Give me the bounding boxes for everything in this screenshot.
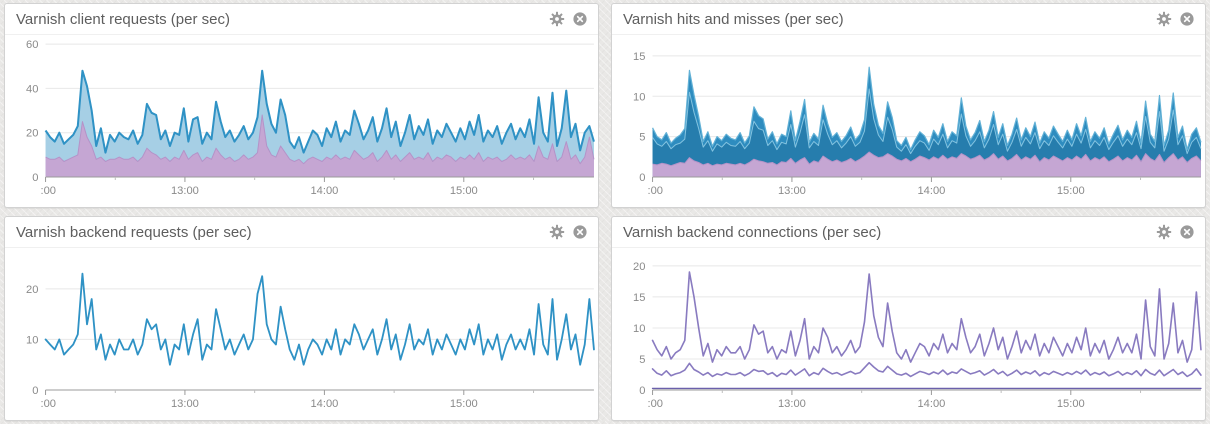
chart-svg: :00 13:00 14:00 15:00 0 10 20 xyxy=(26,272,595,410)
x-tick-label: 14:00 xyxy=(917,398,945,410)
panel-varnish-backend-connections: Varnish backend connections (per sec) :0… xyxy=(611,216,1206,421)
x-tick-label: 14:00 xyxy=(310,398,338,410)
y-tick-label: 40 xyxy=(26,83,38,95)
y-tick-label: 20 xyxy=(26,284,38,296)
panel-title: Varnish hits and misses (per sec) xyxy=(623,10,844,28)
panel-close-button[interactable] xyxy=(572,224,588,240)
x-tick-label: 15:00 xyxy=(450,398,478,410)
series-edge xyxy=(44,69,595,154)
y-tick-label: 0 xyxy=(639,172,645,184)
x-tick-label: :00 xyxy=(647,185,662,197)
y-tick-label: 15 xyxy=(633,51,645,63)
panel-settings-button[interactable] xyxy=(549,224,565,240)
panel-varnish-hits-and-misses: Varnish hits and misses (per sec) :00 13:… xyxy=(611,3,1206,208)
y-tick-label: 5 xyxy=(639,354,645,366)
chart-svg: :00 13:00 14:00 15:00 0 20 40 60 xyxy=(26,39,595,197)
chart-varnish-hits-and-misses[interactable]: :00 13:00 14:00 15:00 0 5 10 15 xyxy=(612,35,1205,207)
chart-varnish-client-requests[interactable]: :00 13:00 14:00 15:00 0 20 40 60 xyxy=(5,35,598,207)
chart-varnish-backend-requests[interactable]: :00 13:00 14:00 15:00 0 10 20 xyxy=(5,248,598,420)
panel-close-button[interactable] xyxy=(1179,11,1195,27)
x-tick-label: 15:00 xyxy=(1057,185,1085,197)
panel-header: Varnish hits and misses (per sec) xyxy=(612,4,1205,35)
chart-svg: :00 13:00 14:00 15:00 0 5 10 15 20 xyxy=(633,261,1202,410)
series-edge xyxy=(652,88,1202,155)
panel-varnish-client-requests: Varnish client requests (per sec) :00 13:… xyxy=(4,3,599,208)
series-line xyxy=(44,272,595,366)
panel-settings-button[interactable] xyxy=(1156,11,1172,27)
y-tick-label: 0 xyxy=(639,385,645,397)
x-tick-label: :00 xyxy=(40,185,55,197)
close-circle-icon xyxy=(1180,225,1194,239)
gear-icon xyxy=(549,224,565,240)
panel-settings-button[interactable] xyxy=(1156,224,1172,240)
gear-icon xyxy=(1156,11,1172,27)
series-line xyxy=(651,271,1202,363)
x-tick-label: 13:00 xyxy=(171,398,199,410)
y-tick-label: 60 xyxy=(26,39,38,51)
x-tick-label: 13:00 xyxy=(171,185,199,197)
series-edge xyxy=(45,114,595,165)
gear-icon xyxy=(1156,224,1172,240)
series-area xyxy=(45,115,594,177)
panel-header: Varnish backend connections (per sec) xyxy=(612,217,1205,248)
x-tick-label: :00 xyxy=(40,398,55,410)
panel-header: Varnish backend requests (per sec) xyxy=(5,217,598,248)
y-tick-label: 5 xyxy=(639,132,645,144)
x-tick-label: 15:00 xyxy=(1057,398,1085,410)
x-tick-label: 13:00 xyxy=(778,185,806,197)
panel-header: Varnish client requests (per sec) xyxy=(5,4,598,35)
y-tick-label: 10 xyxy=(633,323,645,335)
x-tick-label: 13:00 xyxy=(778,398,806,410)
series-edge xyxy=(652,151,1202,167)
panel-varnish-backend-requests: Varnish backend requests (per sec) :00 13… xyxy=(4,216,599,421)
x-tick-label: 15:00 xyxy=(450,185,478,197)
close-circle-icon xyxy=(573,225,587,239)
close-circle-icon xyxy=(1180,12,1194,26)
x-tick-label: :00 xyxy=(647,398,662,410)
series-area xyxy=(45,70,594,177)
series-area xyxy=(652,152,1201,177)
y-tick-label: 0 xyxy=(32,172,38,184)
chart-svg: :00 13:00 14:00 15:00 0 5 10 15 xyxy=(633,51,1202,197)
y-tick-label: 20 xyxy=(633,261,645,273)
panel-close-button[interactable] xyxy=(1179,224,1195,240)
y-tick-label: 10 xyxy=(633,91,645,103)
series-line xyxy=(651,361,1202,378)
gear-icon xyxy=(549,11,565,27)
series-area xyxy=(652,89,1201,177)
close-circle-icon xyxy=(573,12,587,26)
chart-varnish-backend-connections[interactable]: :00 13:00 14:00 15:00 0 5 10 15 20 xyxy=(612,248,1205,420)
panel-title: Varnish client requests (per sec) xyxy=(16,10,230,28)
panel-title: Varnish backend requests (per sec) xyxy=(16,223,252,241)
panel-title: Varnish backend connections (per sec) xyxy=(623,223,882,241)
y-tick-label: 15 xyxy=(633,292,645,304)
series-area xyxy=(652,67,1201,177)
y-tick-label: 10 xyxy=(26,334,38,346)
x-tick-label: 14:00 xyxy=(310,185,338,197)
x-tick-label: 14:00 xyxy=(917,185,945,197)
panel-close-button[interactable] xyxy=(572,11,588,27)
y-tick-label: 0 xyxy=(32,385,38,397)
panel-settings-button[interactable] xyxy=(549,11,565,27)
y-tick-label: 20 xyxy=(26,128,38,140)
series-edge xyxy=(652,66,1202,151)
